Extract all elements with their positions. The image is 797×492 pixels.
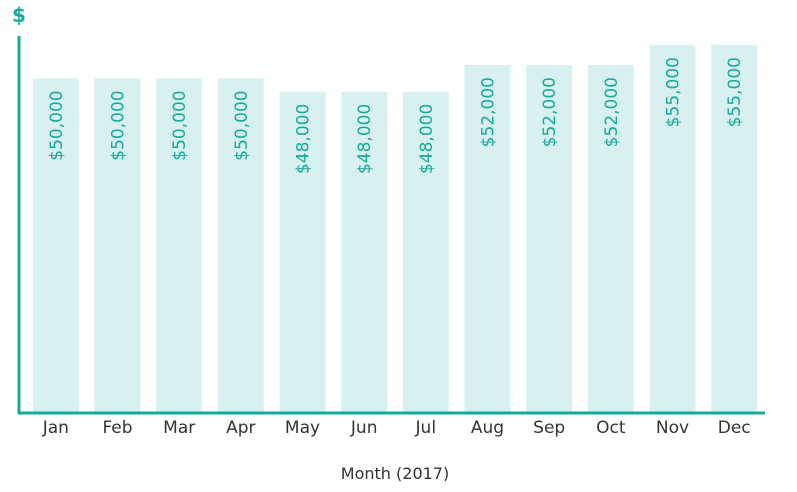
bar-nov — [649, 45, 696, 412]
value-label-nov: $55,000 — [664, 57, 684, 127]
x-tick-apr: Apr — [226, 418, 255, 438]
value-labels-group: $50,000 $50,000 $50,000 $50,000 $48,000 $48,0… — [47, 57, 745, 174]
bar-aug — [464, 65, 511, 412]
x-tick-aug: Aug — [471, 418, 504, 438]
x-tick-sep: Sep — [533, 418, 565, 438]
value-label-jun: $48,000 — [355, 104, 375, 174]
bar-feb — [94, 78, 141, 413]
value-label-feb: $50,000 — [109, 90, 129, 160]
x-tick-labels-group: Jan Feb Mar Apr May Jun Jul Aug Sep Oct Nov Dec — [42, 418, 751, 438]
value-label-sep: $52,000 — [540, 77, 560, 147]
x-tick-mar: Mar — [163, 418, 195, 438]
x-tick-oct: Oct — [596, 418, 626, 438]
bar-oct — [587, 65, 634, 412]
value-label-jan: $50,000 — [47, 90, 67, 160]
bars-group — [32, 45, 758, 413]
x-tick-jan: Jan — [42, 418, 69, 438]
value-label-may: $48,000 — [294, 104, 314, 174]
value-label-jul: $48,000 — [417, 104, 437, 174]
bar-jul — [402, 91, 449, 412]
value-label-aug: $52,000 — [479, 77, 499, 147]
y-axis-label: $ — [12, 3, 26, 27]
bar-jan — [32, 78, 79, 413]
bar-may — [279, 91, 326, 412]
x-tick-jun: Jun — [350, 418, 378, 438]
value-label-oct: $52,000 — [602, 77, 622, 147]
x-tick-dec: Dec — [718, 418, 751, 438]
bar-mar — [156, 78, 203, 413]
value-label-dec: $55,000 — [725, 57, 745, 127]
bar-sep — [526, 65, 573, 412]
x-tick-nov: Nov — [656, 418, 689, 438]
value-label-mar: $50,000 — [170, 90, 190, 160]
bar-dec — [711, 45, 758, 412]
bar-jun — [341, 91, 388, 412]
x-tick-feb: Feb — [102, 418, 132, 438]
value-label-apr: $50,000 — [232, 90, 252, 160]
x-tick-may: May — [285, 418, 320, 438]
bar-apr — [217, 78, 264, 413]
x-tick-jul: Jul — [415, 418, 437, 438]
x-axis-title: Month (2017) — [341, 464, 449, 483]
